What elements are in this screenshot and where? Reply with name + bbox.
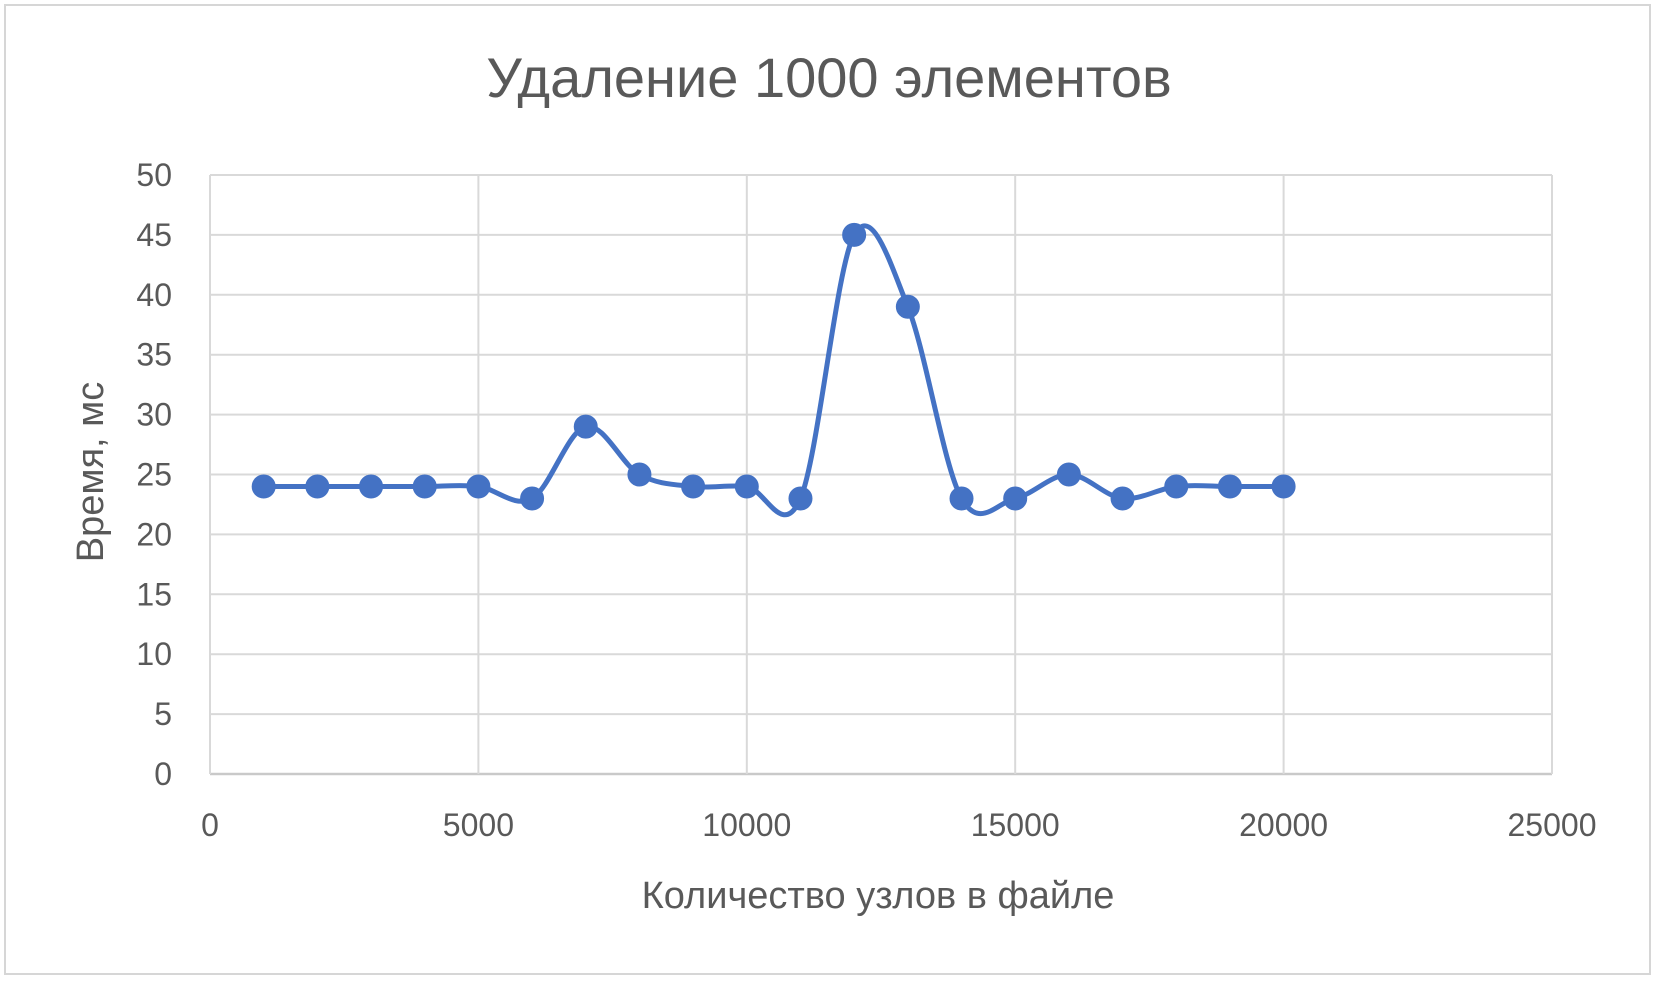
data-point (305, 474, 330, 499)
x-tick-label: 0 (201, 807, 219, 843)
data-point (1217, 474, 1242, 499)
data-point (1003, 486, 1028, 511)
chart-frame (4, 4, 1651, 975)
x-tick-label: 5000 (443, 807, 514, 843)
chart-title: Удаление 1000 элементов (486, 46, 1172, 109)
data-point (734, 474, 759, 499)
y-axis-title: Время, мс (70, 382, 112, 563)
series-layer (251, 222, 1296, 518)
y-tick-label: 30 (136, 397, 172, 433)
data-point (949, 486, 974, 511)
data-point (788, 486, 813, 511)
data-point (412, 474, 437, 499)
x-tick-label: 10000 (702, 807, 791, 843)
x-axis-title: Количество узлов в файле (642, 875, 1115, 917)
y-tick-label: 35 (136, 337, 172, 373)
data-point (895, 294, 920, 319)
data-point (842, 222, 867, 247)
data-point (520, 486, 545, 511)
y-tick-label: 25 (136, 457, 172, 493)
data-point (1056, 462, 1081, 487)
gridlines (209, 174, 1553, 776)
y-tick-label: 15 (136, 576, 172, 612)
y-tick-label: 10 (136, 636, 172, 672)
x-axis-tick-labels: 0 5000 10000 15000 20000 25000 (201, 807, 1596, 843)
data-point (1271, 474, 1296, 499)
series-line (261, 223, 1287, 518)
y-tick-label: 5 (154, 696, 172, 732)
data-point (1110, 486, 1135, 511)
x-tick-label: 15000 (971, 807, 1060, 843)
data-point (627, 462, 652, 487)
y-tick-label: 50 (136, 157, 172, 193)
data-point (466, 474, 491, 499)
y-axis-tick-labels: 0 5 10 15 20 25 30 35 40 45 50 (136, 157, 172, 792)
data-point (573, 414, 598, 439)
y-tick-label: 0 (154, 756, 172, 792)
y-tick-label: 20 (136, 516, 172, 552)
y-tick-label: 45 (136, 217, 172, 253)
data-point (681, 474, 706, 499)
y-tick-label: 40 (136, 277, 172, 313)
data-point (1164, 474, 1189, 499)
data-point (251, 474, 276, 499)
x-tick-label: 20000 (1239, 807, 1328, 843)
x-tick-label: 25000 (1508, 807, 1597, 843)
data-point (359, 474, 384, 499)
